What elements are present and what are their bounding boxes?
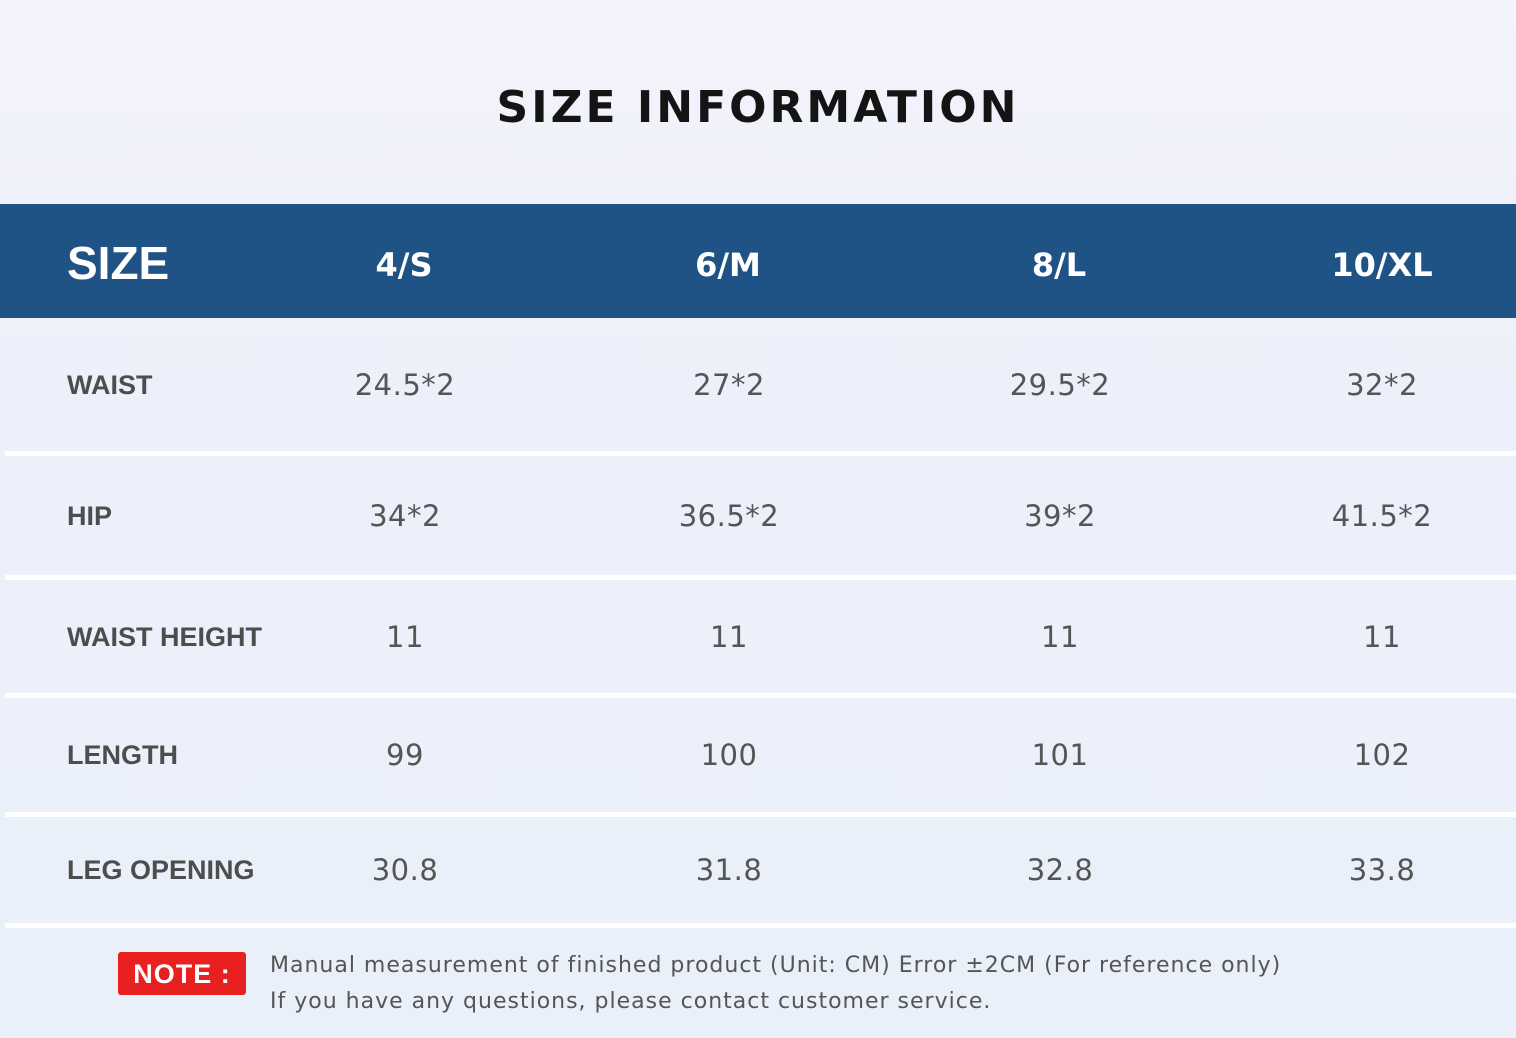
column-header-6m: 6/M [695, 246, 761, 284]
column-header-10xl: 10/XL [1331, 246, 1433, 284]
row-label: WAIST HEIGHT [67, 621, 262, 652]
table-cell: 31.8 [695, 853, 763, 887]
row-divider [5, 451, 1516, 456]
note-badge: NOTE : [118, 952, 246, 995]
size-header-bar: SIZE 4/S 6/M 8/L 10/XL [0, 204, 1516, 318]
table-cell: 32.8 [1026, 853, 1094, 887]
table-cell: 30.8 [371, 853, 439, 887]
table-cell: 11 [710, 620, 748, 654]
table-cell: 27*2 [693, 368, 765, 402]
table-cell: 41.5*2 [1331, 499, 1433, 533]
row-label: LEG OPENING [67, 854, 255, 885]
table-cell: 100 [700, 738, 758, 772]
table-cell: 11 [1041, 620, 1079, 654]
row-divider [5, 923, 1516, 928]
table-row-waist: WAIST 24.5*2 27*2 29.5*2 32*2 [0, 318, 1516, 452]
table-row-waist-height: WAIST HEIGHT 11 11 11 11 [0, 580, 1516, 694]
table-row-hip: HIP 34*2 36.5*2 39*2 41.5*2 [0, 456, 1516, 576]
table-cell: 29.5*2 [1009, 368, 1111, 402]
note-text-line1: Manual measurement of finished product (… [270, 953, 1282, 978]
table-cell: 11 [386, 620, 424, 654]
table-cell: 102 [1353, 738, 1411, 772]
row-label: HIP [67, 500, 113, 531]
row-divider [5, 693, 1516, 698]
row-divider [5, 575, 1516, 580]
table-cell: 36.5*2 [678, 499, 780, 533]
column-header-4s: 4/S [375, 246, 433, 284]
table-cell: 39*2 [1024, 499, 1096, 533]
table-cell: 24.5*2 [354, 368, 456, 402]
note-text-line2: If you have any questions, please contac… [270, 989, 992, 1014]
table-row-length: LENGTH 99 100 101 102 [0, 698, 1516, 812]
row-label: LENGTH [67, 739, 178, 770]
table-row-leg-opening: LEG OPENING 30.8 31.8 32.8 33.8 [0, 817, 1516, 923]
table-cell: 99 [386, 738, 424, 772]
table-cell: 101 [1031, 738, 1089, 772]
table-cell: 32*2 [1346, 368, 1418, 402]
table-cell: 34*2 [369, 499, 441, 533]
row-label: WAIST [67, 369, 153, 400]
column-header-8l: 8/L [1031, 246, 1087, 284]
table-cell: 33.8 [1348, 853, 1416, 887]
row-divider [5, 812, 1516, 817]
table-cell: 11 [1363, 620, 1401, 654]
page-title: SIZE INFORMATION [496, 82, 1020, 133]
size-corner-label: SIZE [67, 237, 170, 289]
